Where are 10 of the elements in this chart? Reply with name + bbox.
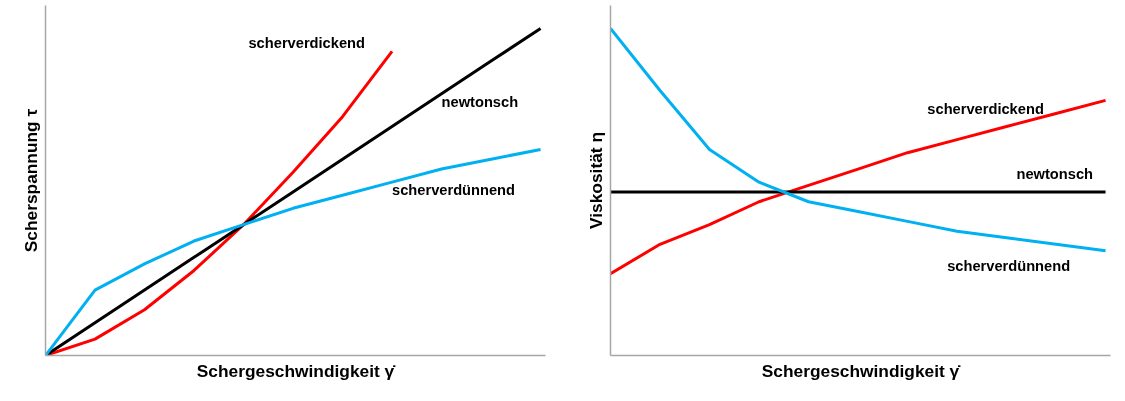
series-label: scherverdünnend [947,257,1071,274]
series-label: newtonsch [441,94,519,111]
series-label: scherverdickend [248,35,365,52]
series-label: scherverdickend [927,100,1044,117]
y-axis-title: Viskosität η [585,132,606,229]
x-axis-title: Schergeschwindigkeit γ̇ [196,360,397,381]
x-axis-title: Schergeschwindigkeit γ̇ [761,360,962,381]
series-label: newtonsch [1016,166,1094,183]
series-label: scherverdünnend [392,182,516,199]
y-axis-title: Scherspannung τ [20,108,41,253]
